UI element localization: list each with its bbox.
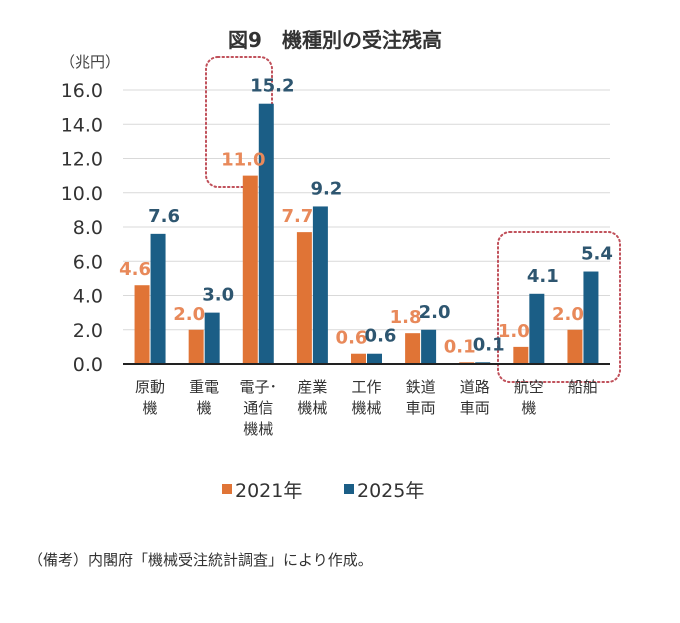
gridlines [123,89,610,331]
data-labels: 4.67.62.03.011.015.27.79.20.60.61.82.00.… [119,76,613,358]
data-label: 0.6 [336,328,368,349]
y-tick-label: 6.0 [73,251,103,273]
x-tick-label: 機 [197,399,212,417]
data-label: 11.0 [221,150,265,171]
x-tick-label: 重電 [189,378,219,396]
bar-2025 [583,271,599,364]
x-tick-label: 道路 [460,378,490,396]
x-tick-label: 産業 [297,378,327,396]
x-tick-label: 機械 [243,420,273,438]
data-label: 3.0 [202,285,234,306]
y-axis-ticks: 0.0 2.0 4.0 6.0 8.0 10.0 12.0 14.0 16.0 [61,80,103,376]
x-tick-label: 機械 [297,399,327,417]
data-label: 2.0 [173,304,205,325]
bar-2021 [351,353,366,364]
x-tick-label: 車両 [406,399,436,417]
x-tick-label: 機 [521,399,536,417]
x-tick-label: 電子･ [240,378,278,396]
bar-2021 [405,333,421,364]
y-tick-label: 8.0 [73,217,103,239]
x-tick-label: 航空 [514,378,544,396]
bar-2021 [134,285,150,364]
x-tick-label: 工作 [351,378,381,396]
x-tick-label: 機 [143,399,158,417]
bar-2021 [188,329,204,364]
y-tick-label: 2.0 [73,320,103,342]
y-tick-label: 16.0 [61,80,103,102]
bar-2025 [204,312,220,364]
data-label: 7.6 [148,206,180,227]
legend-label: 2025年 [357,480,424,502]
bar-2025 [150,233,166,364]
data-label: 1.8 [390,307,422,328]
bar-2025 [258,103,274,364]
data-label: 4.6 [119,259,151,280]
data-label: 0.6 [365,326,397,347]
x-tick-label: 船舶 [568,378,598,396]
legend: 2021年 2025年 [222,480,424,502]
legend-label: 2021年 [235,480,302,502]
data-label: 0.1 [444,336,476,357]
chart-title: 図9 機種別の受注残高 [228,28,442,52]
data-label: 0.1 [473,334,505,355]
x-tick-label: 原動 [135,378,165,396]
y-axis-unit-label: （兆円） [60,53,120,71]
bar-2025 [312,206,328,364]
data-label: 15.2 [250,76,294,97]
bar-2021 [567,329,583,364]
bar-2025 [421,329,437,364]
y-tick-label: 0.0 [73,354,103,376]
bars [134,103,599,364]
legend-swatch-2025 [344,484,354,494]
bar-2021 [513,346,529,364]
data-label: 9.2 [310,178,342,199]
x-tick-label: 鉄道 [406,378,436,396]
x-tick-label: 機械 [351,399,381,417]
bar-2021 [242,175,258,364]
legend-swatch-2021 [222,484,232,494]
data-label: 5.4 [581,244,613,265]
data-label: 1.0 [498,321,530,342]
source-note: （備考）内閣府「機械受注統計調査」により作成。 [28,551,373,569]
bar-chart: 図9 機種別の受注残高 （兆円） 0.0 2.0 4.0 6.0 8.0 10.0 12.0… [60,28,621,502]
data-label: 7.7 [281,206,313,227]
data-label: 2.0 [419,302,451,323]
bar-2025 [529,293,545,364]
highlight-box [497,231,621,383]
y-tick-label: 14.0 [61,114,103,136]
y-tick-label: 12.0 [61,149,103,171]
y-tick-label: 10.0 [61,183,103,205]
x-tick-label: 通信 [243,399,273,417]
y-tick-label: 4.0 [73,286,103,308]
bar-2021 [296,232,312,364]
bar-2025 [367,353,382,364]
data-label: 2.0 [552,304,584,325]
x-tick-label: 車両 [460,399,490,417]
data-label: 4.1 [527,266,559,287]
